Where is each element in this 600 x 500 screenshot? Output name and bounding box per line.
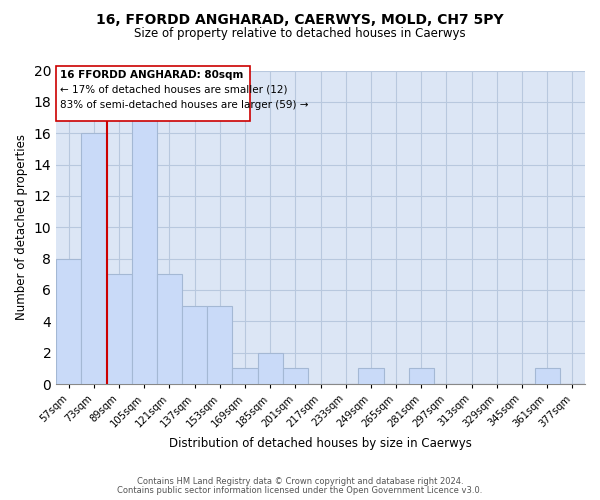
- Bar: [409, 368, 434, 384]
- Bar: [56, 258, 82, 384]
- Text: 83% of semi-detached houses are larger (59) →: 83% of semi-detached houses are larger (…: [60, 100, 308, 110]
- Text: 16 FFORDD ANGHARAD: 80sqm: 16 FFORDD ANGHARAD: 80sqm: [60, 70, 244, 80]
- Text: Contains HM Land Registry data © Crown copyright and database right 2024.: Contains HM Land Registry data © Crown c…: [137, 477, 463, 486]
- Bar: [82, 133, 107, 384]
- Bar: [358, 368, 383, 384]
- Text: Size of property relative to detached houses in Caerwys: Size of property relative to detached ho…: [134, 28, 466, 40]
- Bar: [535, 368, 560, 384]
- Bar: [107, 274, 132, 384]
- Bar: [132, 118, 157, 384]
- Bar: [157, 274, 182, 384]
- Bar: [207, 306, 232, 384]
- Text: ← 17% of detached houses are smaller (12): ← 17% of detached houses are smaller (12…: [60, 84, 287, 94]
- Text: Contains public sector information licensed under the Open Government Licence v3: Contains public sector information licen…: [118, 486, 482, 495]
- Bar: [182, 306, 207, 384]
- Text: 16, FFORDD ANGHARAD, CAERWYS, MOLD, CH7 5PY: 16, FFORDD ANGHARAD, CAERWYS, MOLD, CH7 …: [96, 12, 504, 26]
- Y-axis label: Number of detached properties: Number of detached properties: [15, 134, 28, 320]
- Bar: [232, 368, 257, 384]
- Bar: [56, 66, 250, 120]
- X-axis label: Distribution of detached houses by size in Caerwys: Distribution of detached houses by size …: [169, 437, 472, 450]
- Bar: [257, 352, 283, 384]
- Bar: [283, 368, 308, 384]
